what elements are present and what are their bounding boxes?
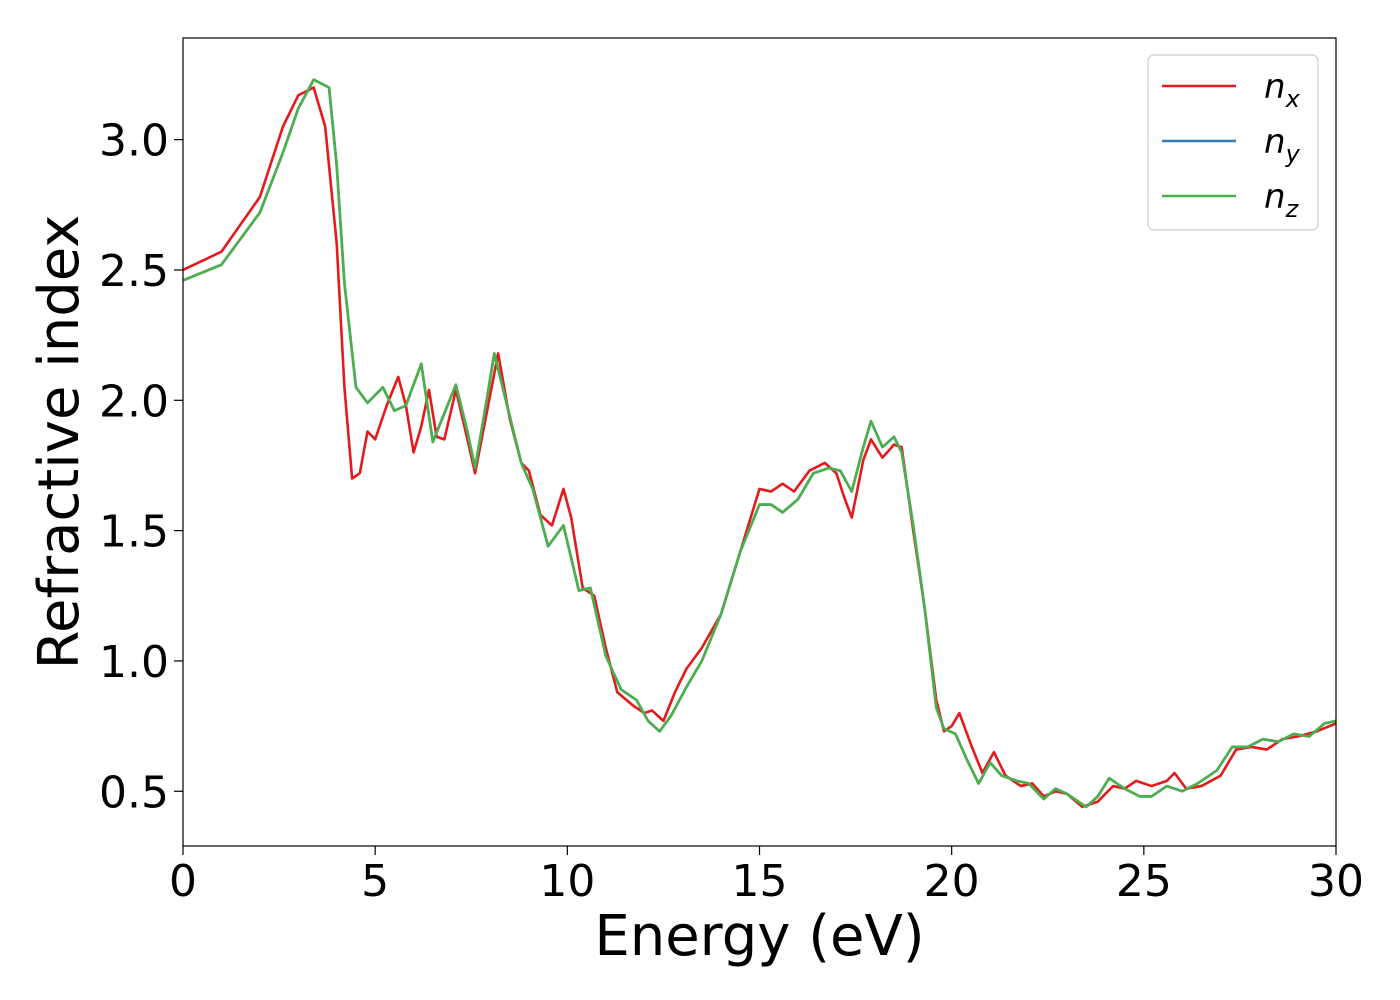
y-tick-label: 1.5: [99, 507, 169, 558]
legend-label-main: n: [1264, 177, 1286, 217]
x-tick-label: 5: [361, 856, 389, 907]
legend-label-x: nx: [1264, 67, 1301, 113]
x-tick-label: 0: [169, 856, 197, 907]
x-tick-label: 15: [732, 856, 788, 907]
series-lines: [183, 78, 1336, 809]
x-tick-label: 25: [1116, 856, 1172, 907]
series-line-x: [183, 86, 1336, 809]
legend-label-sub: x: [1285, 85, 1301, 113]
y-tick-label: 0.5: [99, 767, 169, 818]
y-tick-label: 1.0: [99, 637, 169, 688]
legend-label-main: n: [1264, 67, 1286, 107]
x-axis-ticks: 0 5 10 15 20 25 30: [169, 846, 1364, 907]
x-tick-label: 20: [924, 856, 980, 907]
legend-label-sub: z: [1285, 195, 1300, 223]
y-axis-label: Refractive index: [27, 215, 92, 670]
y-axis-ticks: 0.5 1.0 1.5 2.0 2.5 3.0: [99, 116, 183, 818]
legend-label-main: n: [1264, 122, 1286, 162]
y-tick-label: 2.5: [99, 246, 169, 297]
legend-label-z: nz: [1264, 177, 1300, 223]
x-axis-label: Energy (eV): [594, 904, 924, 969]
legend-label-sub: y: [1285, 140, 1301, 168]
x-tick-label: 30: [1308, 856, 1364, 907]
y-tick-label: 3.0: [99, 116, 169, 167]
legend-box: [1147, 54, 1319, 231]
y-tick-label: 2.0: [99, 376, 169, 427]
x-tick-label: 10: [539, 856, 595, 907]
series-line-z: [183, 78, 1336, 809]
legend-label-y: ny: [1264, 122, 1301, 168]
